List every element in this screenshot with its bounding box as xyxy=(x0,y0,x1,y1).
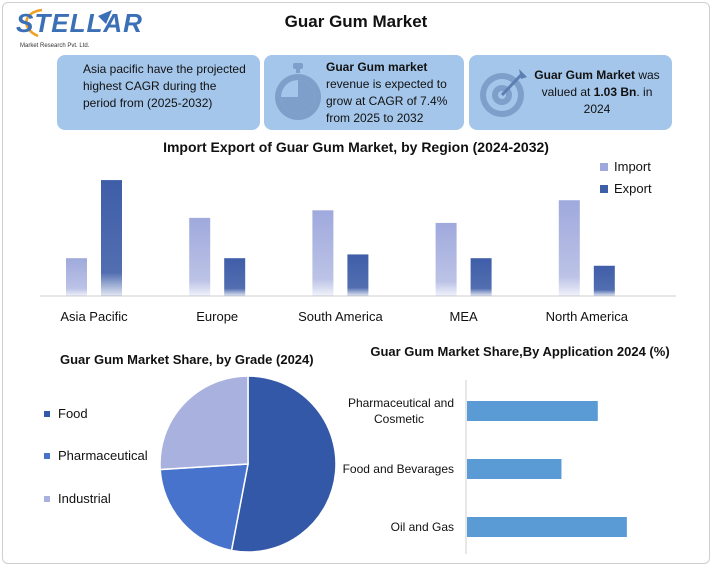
card1-text: Asia pacific have the projected highest … xyxy=(83,62,246,110)
pie-legend-pharmaceutical-label: Pharmaceutical xyxy=(58,448,148,463)
card2-text: Guar Gum market revenue is expected to g… xyxy=(326,59,460,127)
legend-export: Export xyxy=(600,181,652,196)
card3-end: . in 2024 xyxy=(583,85,653,116)
pie-slice-food xyxy=(230,375,337,553)
logo-name: STELLAR xyxy=(16,8,143,38)
hbar-food-and-bevarages xyxy=(467,459,562,479)
pie-legend-food: Food xyxy=(44,406,88,421)
card3-bold1: Guar Gum Market xyxy=(534,68,635,82)
bar-export-south-america xyxy=(347,254,369,296)
legend-import-swatch xyxy=(600,162,608,171)
region-bar-chart: Asia Pacific Europe South America MEA North … xyxy=(40,180,676,324)
logo-tagline: Market Research Pvt. Ltd. xyxy=(20,43,90,49)
bar-export-europe xyxy=(224,258,246,296)
card3-text: Guar Gum Market was valued at 1.03 Bn. i… xyxy=(527,67,667,118)
grade-chart-title: Guar Gum Market Share, by Grade (2024) xyxy=(60,352,314,367)
legend-export-label: Export xyxy=(614,181,652,196)
page-title: Guar Gum Market xyxy=(284,12,428,31)
hbar-oil-and-gas xyxy=(467,517,627,537)
bar-import-mea xyxy=(435,222,457,296)
stopwatch-icon xyxy=(275,63,321,120)
logo-swoosh-icon xyxy=(25,8,112,38)
bar-export-mea xyxy=(470,258,492,296)
pie-legend-industrial-label: Industrial xyxy=(58,491,111,506)
x-tick-label-mea: MEA xyxy=(450,309,479,324)
x-tick-label-south-america: South America xyxy=(298,309,383,324)
hbar-pharmaceutical-and-cosmetic xyxy=(467,401,598,421)
card2-rest: revenue is expected to grow at CAGR of 7… xyxy=(326,77,448,125)
bar-import-north-america xyxy=(558,200,580,296)
bar-import-europe xyxy=(189,217,211,296)
legend-import-label: Import xyxy=(614,159,651,174)
pie-legend-pharmaceutical-swatch xyxy=(44,452,50,459)
x-tick-label-europe: Europe xyxy=(196,309,238,324)
card3-mid: was valued at xyxy=(541,68,660,99)
pie-legend-industrial: Industrial xyxy=(44,491,111,506)
logo: STELLAR Market Research Pvt. Ltd. xyxy=(12,6,142,56)
card3-bold2: 1.03 Bn xyxy=(593,85,637,99)
legend-import: Import xyxy=(600,159,651,174)
region-chart-title: Import Export of Guar Gum Market, by Reg… xyxy=(163,139,549,155)
y-tick-label-food-and-bevarages: Food and Bevarages xyxy=(343,462,454,476)
pie-legend-food-swatch xyxy=(44,410,50,417)
info-card-cagr-region: Asia pacific have the projected highest … xyxy=(57,55,260,130)
target-icon xyxy=(480,69,527,117)
info-card-value: Guar Gum Market was valued at 1.03 Bn. i… xyxy=(469,55,672,130)
info-card-cagr: Guar Gum market revenue is expected to g… xyxy=(264,55,464,130)
bar-export-north-america xyxy=(593,265,615,296)
pie-legend-food-label: Food xyxy=(58,406,88,421)
y-tick-label-oil-and-gas: Oil and Gas xyxy=(391,520,454,534)
pie-legend-industrial-swatch xyxy=(44,495,50,502)
pie-slice-industrial xyxy=(159,375,249,471)
x-tick-label-asia-pacific: Asia Pacific xyxy=(60,309,128,324)
legend-export-swatch xyxy=(600,184,608,193)
bar-import-asia-pacific xyxy=(66,258,87,296)
pie-slice-pharmaceutical xyxy=(159,463,249,552)
card2-bold: Guar Gum market xyxy=(326,60,428,74)
y-tick-label-pharmaceutical-and-cosmetic: Pharmaceutical and Cosmetic xyxy=(348,396,454,426)
x-tick-label-north-america: North America xyxy=(546,309,629,324)
bar-export-asia-pacific xyxy=(101,180,122,296)
bar-import-south-america xyxy=(312,210,334,296)
application-chart-title: Guar Gum Market Share,By Application 202… xyxy=(370,344,670,359)
pie-legend-pharmaceutical: Pharmaceutical xyxy=(44,448,148,463)
